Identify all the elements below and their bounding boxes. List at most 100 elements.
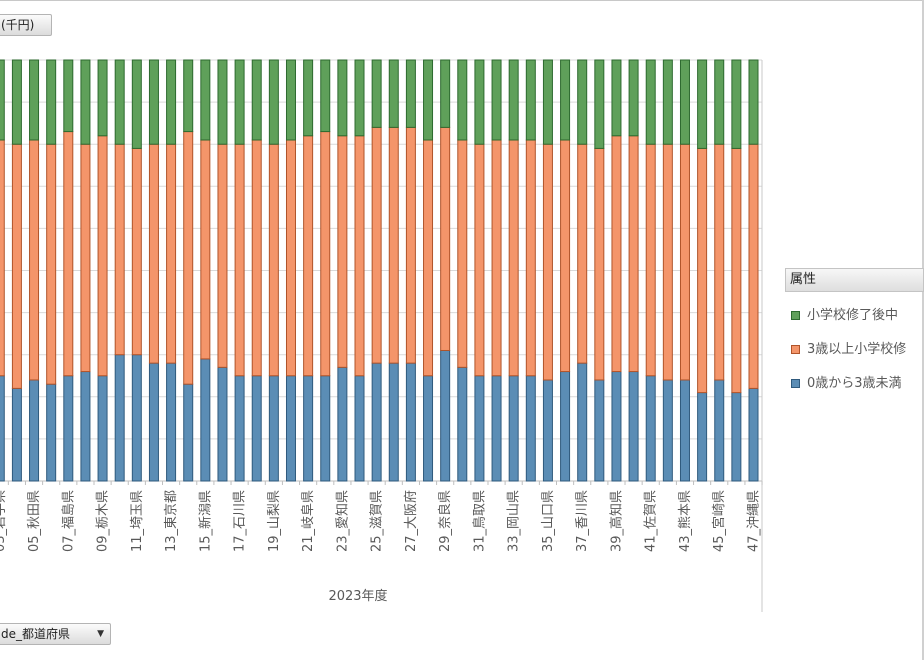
bar-segment-age0-3 — [594, 379, 605, 482]
bar-segment-after-elementary — [166, 59, 177, 145]
x-tick-label: 37_香川県 — [575, 490, 590, 552]
bar-segment-after-elementary — [440, 59, 451, 128]
bar-segment-after-elementary — [423, 59, 434, 141]
bar-segment-after-elementary — [337, 59, 348, 137]
bar-segment-after-elementary — [29, 59, 40, 141]
bar-segment-age3-elementary — [200, 139, 211, 360]
bar-segment-after-elementary — [234, 59, 245, 145]
x-tick-label: 45_宮崎県 — [711, 490, 727, 552]
bar-segment-after-elementary — [0, 59, 5, 141]
bar-segment-age0-3 — [337, 366, 348, 482]
row-field-button[interactable]: de_都道府県 ▼ — [0, 623, 111, 645]
bar-segment-age3-elementary — [285, 139, 296, 377]
x-tick-label: 07_福島県 — [61, 490, 76, 552]
bar-segment-after-elementary — [714, 59, 725, 145]
bar-segment-age3-elementary — [560, 139, 571, 373]
bar-segment-age3-elementary — [474, 143, 485, 377]
x-tick-label: 11_埼玉県 — [130, 490, 145, 552]
bar-segment-after-elementary — [560, 59, 571, 141]
value-field-button[interactable]: (千円) — [0, 14, 52, 36]
bar-segment-age3-elementary — [611, 135, 622, 373]
bar-segment-age3-elementary — [251, 139, 262, 377]
bar-segment-age0-3 — [491, 375, 502, 482]
bar-segment-after-elementary — [354, 59, 365, 137]
bar-segment-age3-elementary — [114, 143, 125, 356]
bar-segment-age3-elementary — [63, 131, 74, 377]
row-field-label: de_都道府県 — [1, 627, 71, 641]
legend-item-label: 0歳から3歳未満 — [807, 376, 902, 391]
bar-segment-after-elementary — [662, 59, 673, 145]
bar-segment-age3-elementary — [388, 126, 399, 364]
bar-segment-age3-elementary — [11, 143, 22, 389]
bar-segment-age3-elementary — [645, 143, 656, 377]
bar-segment-age3-elementary — [457, 139, 468, 368]
bar-segment-age3-elementary — [234, 143, 245, 377]
bar-segment-after-elementary — [474, 59, 485, 145]
legend-title-button[interactable]: 属性 — [785, 268, 924, 292]
bar-segment-age0-3 — [217, 366, 228, 482]
bar-segment-age0-3 — [303, 375, 314, 482]
bar-segment-age0-3 — [320, 375, 331, 482]
bar-segment-age0-3 — [748, 387, 759, 482]
bar-segment-after-elementary — [217, 59, 228, 145]
bar-segment-age3-elementary — [662, 143, 673, 381]
bar-segment-age0-3 — [714, 379, 725, 482]
bar-segment-after-elementary — [679, 59, 690, 145]
x-tick-label: 03_岩手県 — [0, 490, 8, 552]
bar-segment-age0-3 — [525, 375, 536, 482]
legend-title-label: 属性 — [790, 272, 817, 287]
bar-segment-age0-3 — [200, 358, 211, 482]
bar-segment-age3-elementary — [748, 143, 759, 389]
x-axis-title: 2023年度 — [328, 588, 387, 604]
bar-segment-age0-3 — [697, 392, 708, 482]
bar-segment-age3-elementary — [29, 139, 40, 381]
bar-segment-age0-3 — [251, 375, 262, 482]
bar-segment-age0-3 — [611, 371, 622, 482]
bar-segment-age0-3 — [63, 375, 74, 482]
legend-swatch-blue — [791, 379, 800, 388]
bar-segment-age3-elementary — [423, 139, 434, 377]
bar-segment-after-elementary — [577, 59, 588, 145]
bar-segment-age0-3 — [645, 375, 656, 482]
bar-segment-age0-3 — [679, 379, 690, 482]
legend-item-age3-to-elementary[interactable]: 3歳以上小学校修 — [785, 340, 924, 360]
legend: 属性 小学校修了後中 3歳以上小学校修 0歳から3歳未満 — [785, 268, 924, 394]
bar-segment-age3-elementary — [371, 126, 382, 364]
bar-segment-age3-elementary — [594, 147, 605, 381]
bar-segment-age3-elementary — [166, 143, 177, 364]
x-tick-label: 43_熊本県 — [677, 490, 693, 552]
bar-segment-age3-elementary — [508, 139, 519, 377]
bar-segment-age3-elementary — [542, 143, 553, 381]
bar-segment-after-elementary — [183, 59, 194, 133]
bar-segment-after-elementary — [491, 59, 502, 141]
bar-segment-age3-elementary — [80, 143, 91, 373]
bar-segment-age0-3 — [474, 375, 485, 482]
bar-segment-after-elementary — [200, 59, 211, 141]
legend-item-age0-to-3[interactable]: 0歳から3歳未満 — [785, 374, 924, 394]
bar-segment-age0-3 — [440, 349, 451, 482]
x-tick-label: 23_愛知県 — [334, 490, 350, 552]
bar-segment-after-elementary — [148, 59, 159, 145]
bar-segment-age0-3 — [388, 362, 399, 482]
bar-segment-age3-elementary — [440, 126, 451, 351]
bar-segment-after-elementary — [11, 59, 22, 145]
legend-swatch-green — [791, 311, 800, 320]
bar-segment-age0-3 — [268, 375, 279, 482]
legend-swatch-orange — [791, 345, 800, 354]
bar-segment-age0-3 — [405, 362, 416, 482]
bar-segment-age3-elementary — [217, 143, 228, 368]
bar-segment-age3-elementary — [0, 139, 5, 377]
legend-item-label: 小学校修了後中 — [807, 308, 899, 323]
legend-item-after-elementary[interactable]: 小学校修了後中 — [785, 306, 924, 326]
bar-segment-age3-elementary — [731, 147, 742, 394]
x-tick-label: 25_滋賀県 — [370, 490, 385, 552]
bar-segment-age0-3 — [508, 375, 519, 482]
bar-segment-age3-elementary — [577, 143, 588, 364]
bar-segment-after-elementary — [114, 59, 125, 145]
bar-segment-age3-elementary — [183, 131, 194, 385]
legend-item-label: 3歳以上小学校修 — [807, 342, 907, 357]
bar-segment-age3-elementary — [354, 135, 365, 377]
x-tick-label: 47_沖縄県 — [747, 490, 762, 552]
bar-segment-after-elementary — [508, 59, 519, 141]
bar-segment-age0-3 — [560, 371, 571, 482]
